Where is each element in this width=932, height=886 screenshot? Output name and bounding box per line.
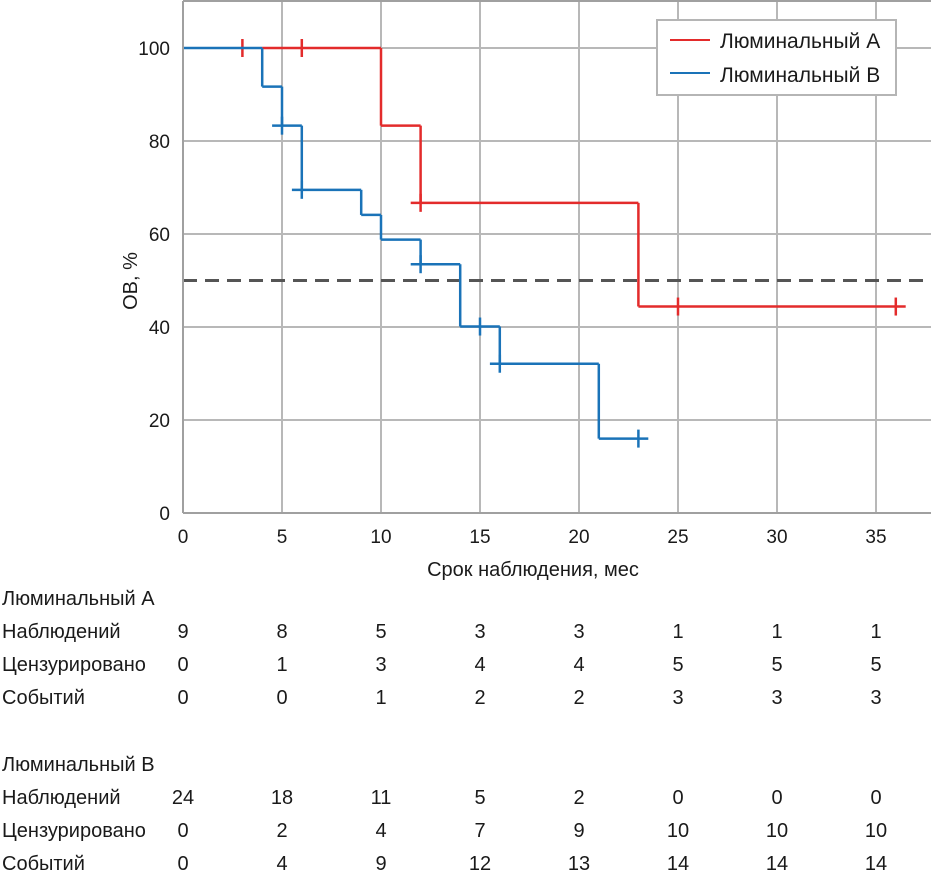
risk-cell: 1 [771, 621, 783, 643]
risk-cell: 3 [771, 687, 783, 709]
risk-cell: 5 [474, 787, 486, 809]
series-luminal-a [241, 39, 906, 316]
risk-cell: 14 [765, 853, 789, 875]
risk-cell: 1 [672, 621, 684, 643]
x-tick-label-0: 0 [178, 527, 189, 548]
risk-group-title: Люминальный А [2, 588, 155, 610]
x-tick-label-30: 30 [766, 527, 787, 548]
risk-cell: 5 [771, 654, 783, 676]
legend-label-luminal-a: Люминальный А [720, 30, 880, 53]
legend-box [656, 19, 897, 96]
risk-cell: 10 [765, 820, 789, 842]
risk-cell: 4 [573, 654, 585, 676]
risk-cell: 3 [375, 654, 387, 676]
risk-cell: 2 [573, 687, 585, 709]
risk-cell: 3 [573, 621, 585, 643]
risk-cell: 18 [270, 787, 294, 809]
risk-row: Цензурировано 0 1 3 4 4 5 5 5 [0, 654, 932, 687]
risk-cell: 12 [468, 853, 492, 875]
risk-cell: 7 [474, 820, 486, 842]
risk-cell: 0 [177, 853, 189, 875]
y-axis-title: ОВ, % [120, 252, 142, 310]
survival-chart: 0 5 10 15 20 25 30 35 0 20 40 60 80 100 Срок наблюден… [120, 0, 931, 581]
x-tick-label-35: 35 [865, 527, 886, 548]
y-tick-label-20: 20 [149, 411, 170, 432]
risk-cell: 0 [771, 787, 783, 809]
y-tick-label-80: 80 [149, 132, 170, 153]
risk-row-label: Событий [2, 853, 85, 875]
risk-cell: 3 [870, 687, 882, 709]
risk-cell: 5 [672, 654, 684, 676]
risk-cell: 0 [177, 820, 189, 842]
risk-cell: 24 [171, 787, 195, 809]
risk-row: Наблюдений 24 18 11 5 2 0 0 0 [0, 787, 932, 820]
series-luminal-b [183, 46, 649, 448]
risk-row: Наблюдений 9 8 5 3 3 1 1 1 [0, 621, 932, 654]
x-tick-label-20: 20 [568, 527, 589, 548]
x-tick-label-10: 10 [370, 527, 391, 548]
y-tick-label-100: 100 [138, 39, 170, 60]
risk-cell: 0 [672, 787, 684, 809]
risk-cell: 14 [864, 853, 888, 875]
risk-cell: 0 [276, 687, 288, 709]
risk-cell: 1 [276, 654, 288, 676]
risk-cell: 0 [177, 654, 189, 676]
y-tick-label-0: 0 [159, 504, 170, 525]
risk-cell: 5 [870, 654, 882, 676]
risk-row-label: Наблюдений [2, 787, 121, 809]
risk-row-label: Событий [2, 687, 85, 709]
risk-cell: 0 [177, 687, 189, 709]
x-tick-label-15: 15 [469, 527, 490, 548]
risk-cell: 1 [375, 687, 387, 709]
risk-cell: 5 [375, 621, 387, 643]
axes [182, 0, 931, 514]
risk-cell: 0 [870, 787, 882, 809]
risk-row: Событий 0 4 9 12 13 14 14 14 [0, 853, 932, 886]
risk-cell: 2 [276, 820, 288, 842]
risk-cell: 13 [567, 853, 591, 875]
risk-row: Событий 0 0 1 2 2 3 3 3 [0, 687, 932, 720]
risk-cell: 4 [474, 654, 486, 676]
risk-cell: 2 [573, 787, 585, 809]
legend-label-luminal-b: Люминальный В [720, 64, 880, 87]
series-layer [183, 39, 906, 448]
risk-cell: 9 [375, 853, 387, 875]
risk-row-label: Наблюдений [2, 621, 121, 643]
risk-cell: 2 [474, 687, 486, 709]
x-tick-label-25: 25 [667, 527, 688, 548]
y-tick-label-60: 60 [149, 225, 170, 246]
legend: Люминальный А Люминальный В [656, 19, 897, 96]
risk-cell: 10 [864, 820, 888, 842]
risk-row-label: Цензурировано [2, 654, 146, 676]
risk-row-label: Цензурировано [2, 820, 146, 842]
y-tick-label-40: 40 [149, 318, 170, 339]
risk-row: Цензурировано 0 2 4 7 9 10 10 10 [0, 820, 932, 853]
risk-cell: 9 [573, 820, 585, 842]
risk-cell: 9 [177, 621, 189, 643]
risk-cell: 8 [276, 621, 288, 643]
risk-cell: 10 [666, 820, 690, 842]
risk-group-title: Люминальный В [2, 754, 155, 776]
risk-cell: 3 [474, 621, 486, 643]
risk-cell: 3 [672, 687, 684, 709]
risk-cell: 11 [370, 787, 392, 809]
risk-cell: 4 [276, 853, 288, 875]
x-axis-title: Срок наблюдения, мес [427, 559, 639, 581]
x-tick-label-5: 5 [277, 527, 288, 548]
tick-labels: 0 5 10 15 20 25 30 35 0 20 40 60 80 100 [138, 39, 886, 548]
risk-cell: 1 [870, 621, 882, 643]
risk-cell: 14 [666, 853, 690, 875]
risk-cell: 4 [375, 820, 387, 842]
